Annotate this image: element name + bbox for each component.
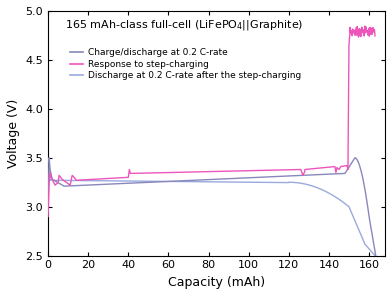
X-axis label: Capacity (mAh): Capacity (mAh): [168, 276, 265, 289]
Legend: Charge/discharge at 0.2 C-rate, Response to step-charging, Discharge at 0.2 C-ra: Charge/discharge at 0.2 C-rate, Response…: [66, 45, 305, 83]
Y-axis label: Voltage (V): Voltage (V): [7, 99, 20, 168]
Text: 165 mAh-class full-cell (LiFePO$_4$||Graphite): 165 mAh-class full-cell (LiFePO$_4$||Gra…: [65, 18, 303, 32]
